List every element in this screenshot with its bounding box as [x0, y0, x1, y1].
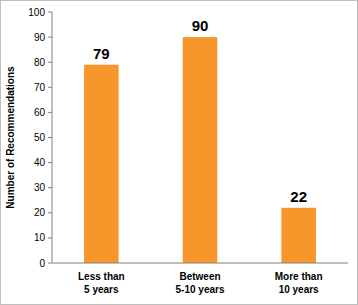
- data-label: 90: [192, 17, 209, 34]
- x-tick-label: More than 10 years: [275, 271, 323, 295]
- y-tick: [48, 137, 52, 138]
- y-axis-line: [52, 12, 53, 263]
- y-tick: [48, 62, 52, 63]
- y-tick-label: 20: [34, 207, 46, 218]
- y-tick: [48, 237, 52, 238]
- y-tick-label: 40: [34, 157, 46, 168]
- x-tick-label-line: 10 years: [279, 284, 319, 295]
- bars: [84, 37, 316, 263]
- y-axis-label: Number of Recommendations: [5, 66, 16, 209]
- x-tick-label-line: Between: [179, 271, 220, 282]
- y-tick: [48, 87, 52, 88]
- y-tick-label: 10: [34, 232, 46, 243]
- x-tick-label-line: Less than: [78, 271, 125, 282]
- x-tick-label-line: More than: [275, 271, 323, 282]
- chart-svg: 0 10 20 30 40 50 60 70 80 90 100 Number of Recommen…: [0, 0, 358, 305]
- chart-container: 0 10 20 30 40 50 60 70 80 90 100 Number of Recommen…: [0, 0, 358, 305]
- y-tick: [48, 263, 52, 264]
- y-tick-label: 90: [34, 32, 46, 43]
- bar: [84, 65, 119, 263]
- y-tick: [48, 37, 52, 38]
- y-tick-label: 60: [34, 107, 46, 118]
- y-tick: [48, 12, 52, 13]
- y-tick-label: 100: [28, 7, 45, 18]
- x-axis-line: [52, 263, 348, 264]
- y-tick-label: 0: [39, 258, 45, 269]
- x-tick-label: Less than 5 years: [78, 271, 125, 295]
- y-tick: [48, 112, 52, 113]
- x-tick-label: Between 5-10 years: [176, 271, 225, 295]
- bar: [281, 208, 316, 263]
- y-tick-label: 50: [34, 132, 46, 143]
- y-tick: [48, 187, 52, 188]
- chart-frame: [1, 1, 358, 305]
- y-tick-label: 70: [34, 82, 46, 93]
- x-tick-label-line: 5-10 years: [176, 284, 225, 295]
- x-tick-label-line: 5 years: [84, 284, 119, 295]
- y-tick-label: 80: [34, 57, 46, 68]
- data-label: 79: [93, 45, 110, 62]
- y-tick: [48, 162, 52, 163]
- y-tick-label: 30: [34, 182, 46, 193]
- bar: [183, 37, 218, 263]
- data-label: 22: [290, 188, 307, 205]
- y-tick: [48, 212, 52, 213]
